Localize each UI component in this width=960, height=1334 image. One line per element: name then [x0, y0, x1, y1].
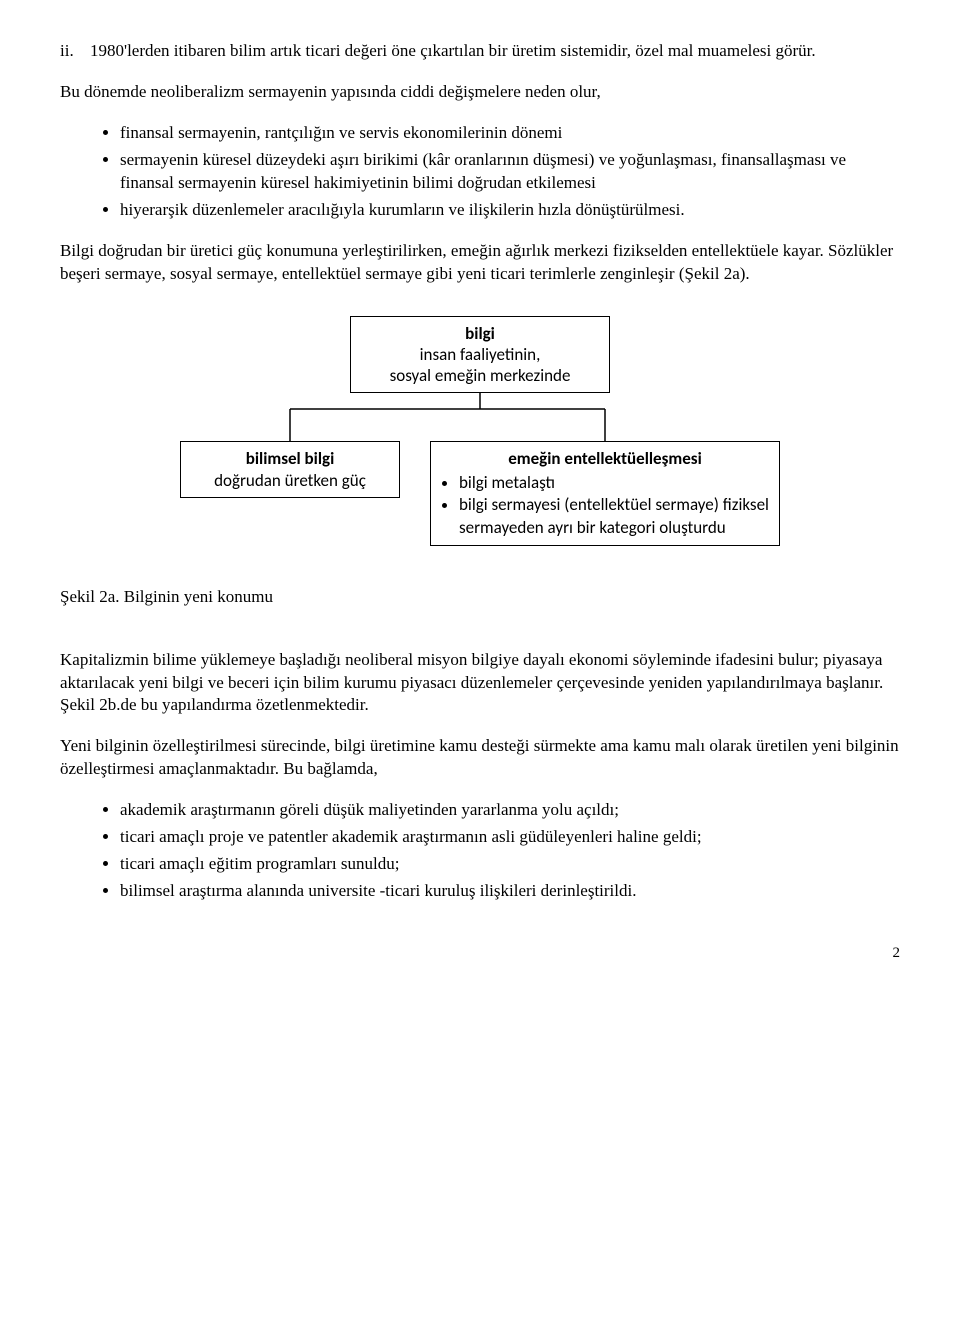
bullet-list-2: akademik araştırmanın göreli düşük maliy… — [60, 799, 900, 903]
node-bullet: bilgi metalaştı — [459, 472, 769, 494]
list-item: hiyerarşik düzenlemeler aracılığıyla kur… — [120, 199, 900, 222]
node-line: sosyal emeğin merkezinde — [390, 365, 571, 386]
node-title: bilgi — [361, 323, 599, 344]
figure-caption: Şekil 2a. Bilginin yeni konumu — [60, 586, 900, 609]
node-line: insan faaliyetinin, — [420, 344, 541, 365]
ordered-list-item: ii. 1980'lerden itibaren bilim artık tic… — [60, 40, 900, 63]
list-item: sermayenin küresel düzeydeki aşırı birik… — [120, 149, 900, 195]
list-marker: ii. — [60, 40, 90, 63]
list-item: akademik araştırmanın göreli düşük maliy… — [120, 799, 900, 822]
bullet-list-1: finansal sermayenin, rantçılığın ve serv… — [60, 122, 900, 222]
node-bullet: bilgi sermayesi (entellektüel sermaye) f… — [459, 494, 769, 538]
node-line: doğrudan üretken güç — [214, 470, 366, 491]
diagram-connector — [180, 393, 780, 441]
list-item: ticari amaçlı eğitim programları sunuldu… — [120, 853, 900, 876]
list-item: ticari amaçlı proje ve patentler akademi… — [120, 826, 900, 849]
node-title: emeğin entellektüelleşmesi — [441, 448, 769, 470]
paragraph-3: Kapitalizmin bilime yüklemeye başladığı … — [60, 649, 900, 718]
list-body: 1980'lerden itibaren bilim artık ticari … — [90, 40, 900, 63]
diagram-node-left: bilimsel bilgi doğrudan üretken güç — [180, 441, 400, 498]
paragraph-2: Bilgi doğrudan bir üretici güç konumuna … — [60, 240, 900, 286]
list-item: bilimsel araştırma alanında universite -… — [120, 880, 900, 903]
diagram-node-top: bilgi insan faaliyetinin, sosyal emeğin … — [350, 316, 610, 394]
list-item: finansal sermayenin, rantçılığın ve serv… — [120, 122, 900, 145]
paragraph-1: Bu dönemde neoliberalizm sermayenin yapı… — [60, 81, 900, 104]
page-number: 2 — [60, 943, 900, 963]
node-title: bilimsel bilgi — [191, 448, 389, 469]
diagram-node-right: emeğin entellektüelleşmesi bilgi metalaş… — [430, 441, 780, 545]
paragraph-4: Yeni bilginin özelleştirilmesi sürecinde… — [60, 735, 900, 781]
diagram-bottom-row: bilimsel bilgi doğrudan üretken güç emeğ… — [180, 441, 780, 545]
diagram: bilgi insan faaliyetinin, sosyal emeğin … — [180, 316, 780, 546]
